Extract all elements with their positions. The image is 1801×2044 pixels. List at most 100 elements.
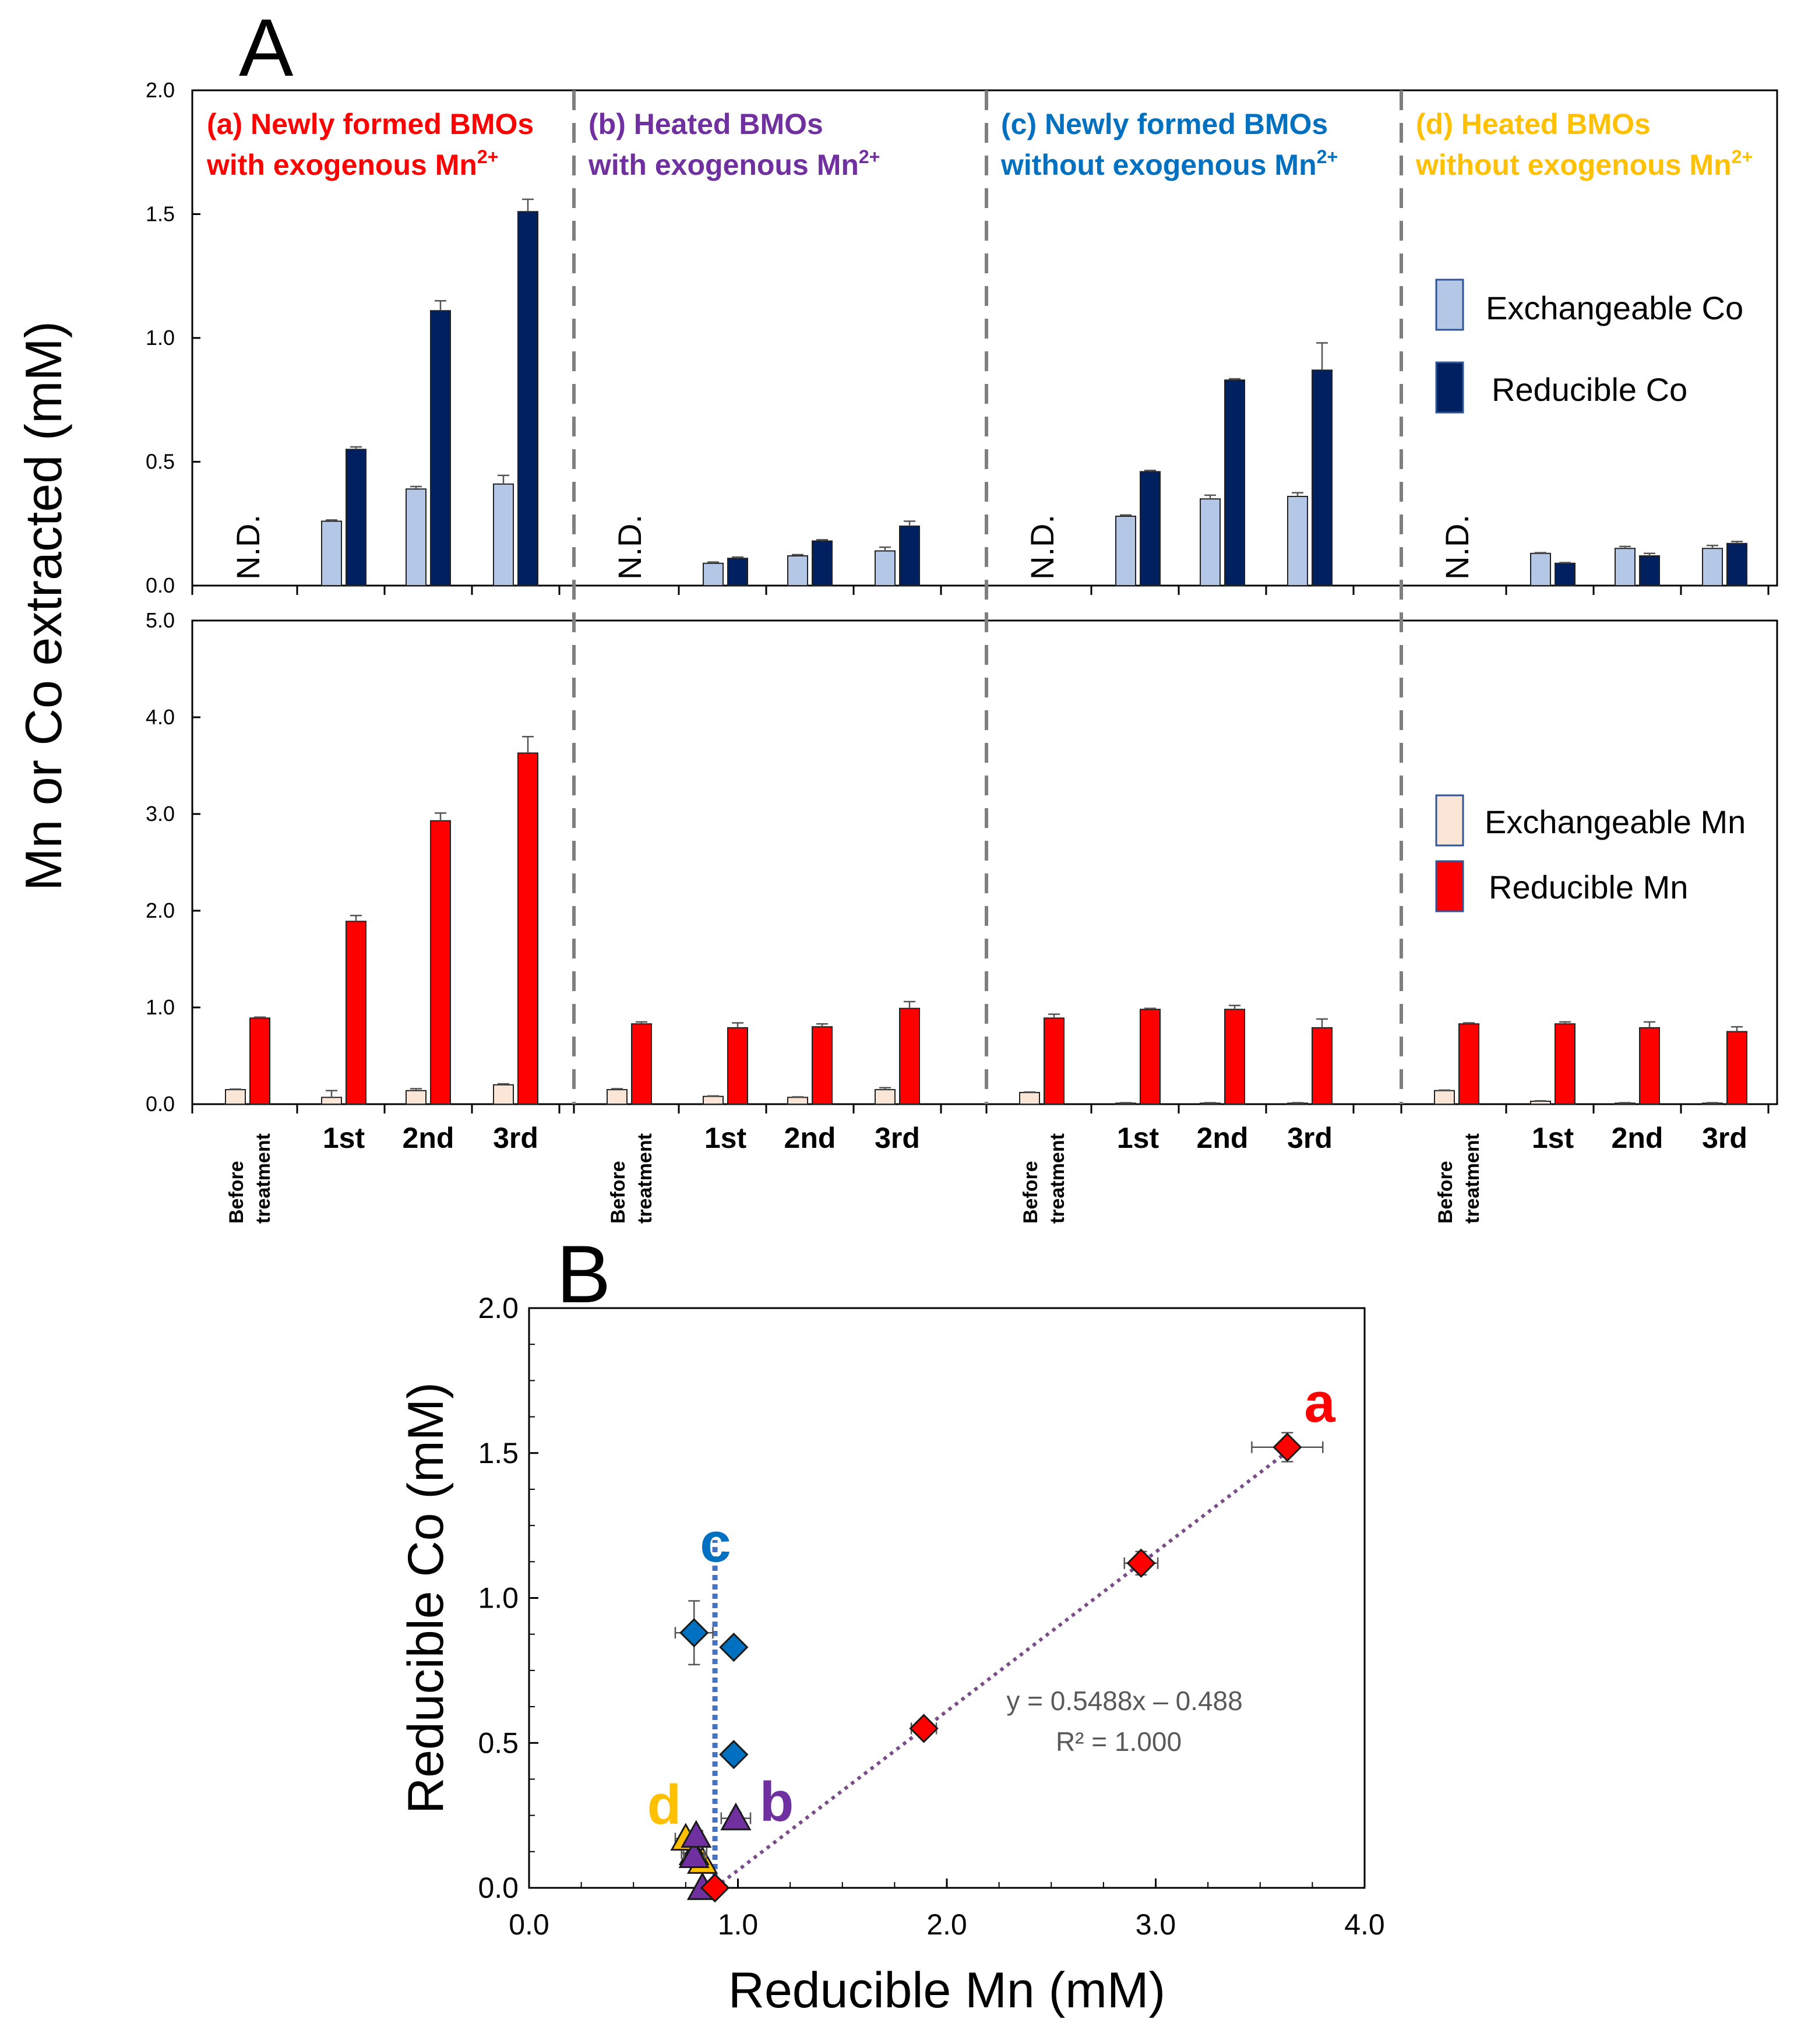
x-label-before-line2: treatment (1461, 1133, 1483, 1224)
reducible-co-bar (430, 310, 451, 586)
exchangeable-mn-bar (703, 1095, 724, 1105)
reducible-co-bar (517, 211, 538, 586)
exchangeable-co-bar (1615, 548, 1636, 586)
panel-a-label: A (239, 2, 294, 93)
not-detected-label: N.D. (1439, 514, 1475, 580)
scatter-point-b (720, 1802, 752, 1831)
x-label-treatment: 3rd (493, 1122, 538, 1154)
reducible-mn-bar (1224, 1009, 1245, 1105)
mn-chart-frame: 0.0 1.0 2.0 3.0 4.0 5.0 (146, 608, 1778, 1116)
reducible-mn-bar (1044, 1017, 1065, 1105)
fit-equation: y = 0.5488x – 0.488 (1006, 1686, 1242, 1716)
group-subtitle-a: with exogenous Mn2+ (206, 146, 498, 181)
co-legend: Exchangeable Co Reducible Co (1435, 279, 1743, 414)
exchangeable-mn-bar (406, 1090, 427, 1105)
co-bars: N.D. N.D. N.D. N.D. (230, 198, 1747, 586)
mn-y-tick-label: 3.0 (146, 802, 175, 826)
scatter-point-c (719, 1632, 749, 1662)
fit-r-squared: R² = 1.000 (1056, 1726, 1182, 1757)
x-label-treatment: 3rd (1702, 1122, 1747, 1154)
mn-bars (225, 735, 1747, 1105)
reducible-mn-bar (430, 820, 451, 1105)
group-title-d: (d) Heated BMOs (1416, 108, 1651, 140)
reducible-mn-bar (1726, 1031, 1747, 1105)
x-label-treatment: 1st (704, 1122, 747, 1154)
reducible-mn-bar (1555, 1023, 1576, 1105)
exchangeable-co-bar (703, 562, 724, 586)
reducible-mn-bar (249, 1017, 270, 1105)
scatter-y-tick-label: 2.0 (478, 1292, 519, 1324)
scatter-point-b (678, 1840, 710, 1868)
scatter-x-tick-label: 0.0 (509, 1908, 549, 1941)
reducible-co-bar (1639, 555, 1660, 586)
scatter-x-axis-label: Reducible Mn (mM) (728, 1962, 1165, 2018)
reducible-mn-bar (1312, 1027, 1333, 1105)
exchangeable-co-bar (321, 520, 342, 586)
exchangeable-mn-bar (225, 1089, 246, 1105)
reducible-co-bar (1224, 379, 1245, 586)
reducible-co-bar (1555, 562, 1576, 586)
scatter-y-tick-label: 1.0 (478, 1582, 519, 1615)
group-subtitle-b: with exogenous Mn2+ (588, 146, 880, 181)
x-label-treatment: 1st (1532, 1122, 1574, 1154)
scatter-point-c (719, 1740, 749, 1770)
series-label-d: d (647, 1774, 682, 1836)
x-label-treatment: 2nd (784, 1122, 836, 1154)
legend-label-reducible-mn: Reducible Mn (1489, 869, 1688, 905)
legend-label-reducible-co: Reducible Co (1492, 371, 1687, 408)
x-label-treatment: 2nd (1197, 1122, 1249, 1154)
scatter-point-b (681, 1820, 712, 1848)
not-detected-label: N.D. (230, 514, 266, 580)
reducible-mn-bar (727, 1027, 748, 1105)
reducible-mn-bar (1140, 1009, 1161, 1105)
scatter-point-a (1273, 1432, 1302, 1462)
group-dividers (572, 90, 1403, 1104)
reducible-co-bar (1312, 369, 1333, 586)
co-y-tick-label: 0.0 (146, 573, 175, 597)
group-title-a: (a) Newly formed BMOs (207, 108, 534, 140)
group-title-b: (b) Heated BMOs (588, 108, 823, 140)
reducible-mn-bar (1639, 1027, 1660, 1105)
legend-swatch-exchangeable-mn (1435, 794, 1464, 847)
group-subtitle-d: without exogenous Mn2+ (1415, 146, 1753, 181)
panel-b-label: B (556, 1228, 611, 1320)
x-label-before-line2: treatment (1046, 1133, 1069, 1224)
exchangeable-co-bar (1287, 496, 1308, 586)
scatter-point-a (1126, 1548, 1156, 1578)
exchangeable-co-bar (1530, 552, 1551, 586)
exchangeable-co-bar (493, 483, 514, 586)
mn-y-tick-label: 2.0 (146, 898, 175, 922)
reducible-co-bar (727, 558, 748, 586)
reducible-mn-bar (899, 1007, 920, 1105)
x-label-treatment: 1st (323, 1122, 365, 1154)
mn-y-tick-label: 0.0 (146, 1092, 175, 1116)
exchangeable-co-bar (875, 550, 896, 586)
mn-legend: Exchangeable Mn Reducible Mn (1435, 794, 1746, 912)
scatter-point-c (679, 1618, 709, 1648)
co-y-tick-label: 0.5 (146, 450, 175, 474)
series-label-a: a (1304, 1372, 1335, 1434)
mn-y-tick-label: 5.0 (146, 608, 175, 632)
exchangeable-mn-bar (607, 1089, 628, 1105)
group-titles: (a) Newly formed BMOs with exogenous Mn2+… (206, 108, 1753, 181)
x-label-before-line1: Before (607, 1161, 629, 1224)
exchangeable-co-bar (406, 488, 427, 586)
scatter-point-a (700, 1873, 730, 1903)
x-label-before-line1: Before (1435, 1161, 1457, 1224)
exchangeable-mn-bar (1434, 1090, 1455, 1105)
x-label-before-line2: treatment (252, 1133, 274, 1224)
reducible-co-bar (1140, 471, 1161, 586)
mn-y-tick-label: 1.0 (146, 995, 175, 1019)
scatter-point-a (909, 1714, 939, 1743)
series-label-b: b (760, 1771, 794, 1833)
x-label-treatment: 2nd (1612, 1122, 1663, 1154)
exchangeable-co-bar (1200, 498, 1221, 586)
mn-y-tick-label: 4.0 (146, 705, 175, 729)
legend-swatch-reducible-mn (1435, 860, 1464, 912)
scatter-y-tick-label: 1.5 (478, 1437, 519, 1469)
reducible-co-bar (1726, 542, 1747, 586)
reducible-mn-bar (517, 752, 538, 1105)
reducible-mn-bar (812, 1026, 833, 1105)
exchangeable-co-bar (1115, 516, 1136, 586)
